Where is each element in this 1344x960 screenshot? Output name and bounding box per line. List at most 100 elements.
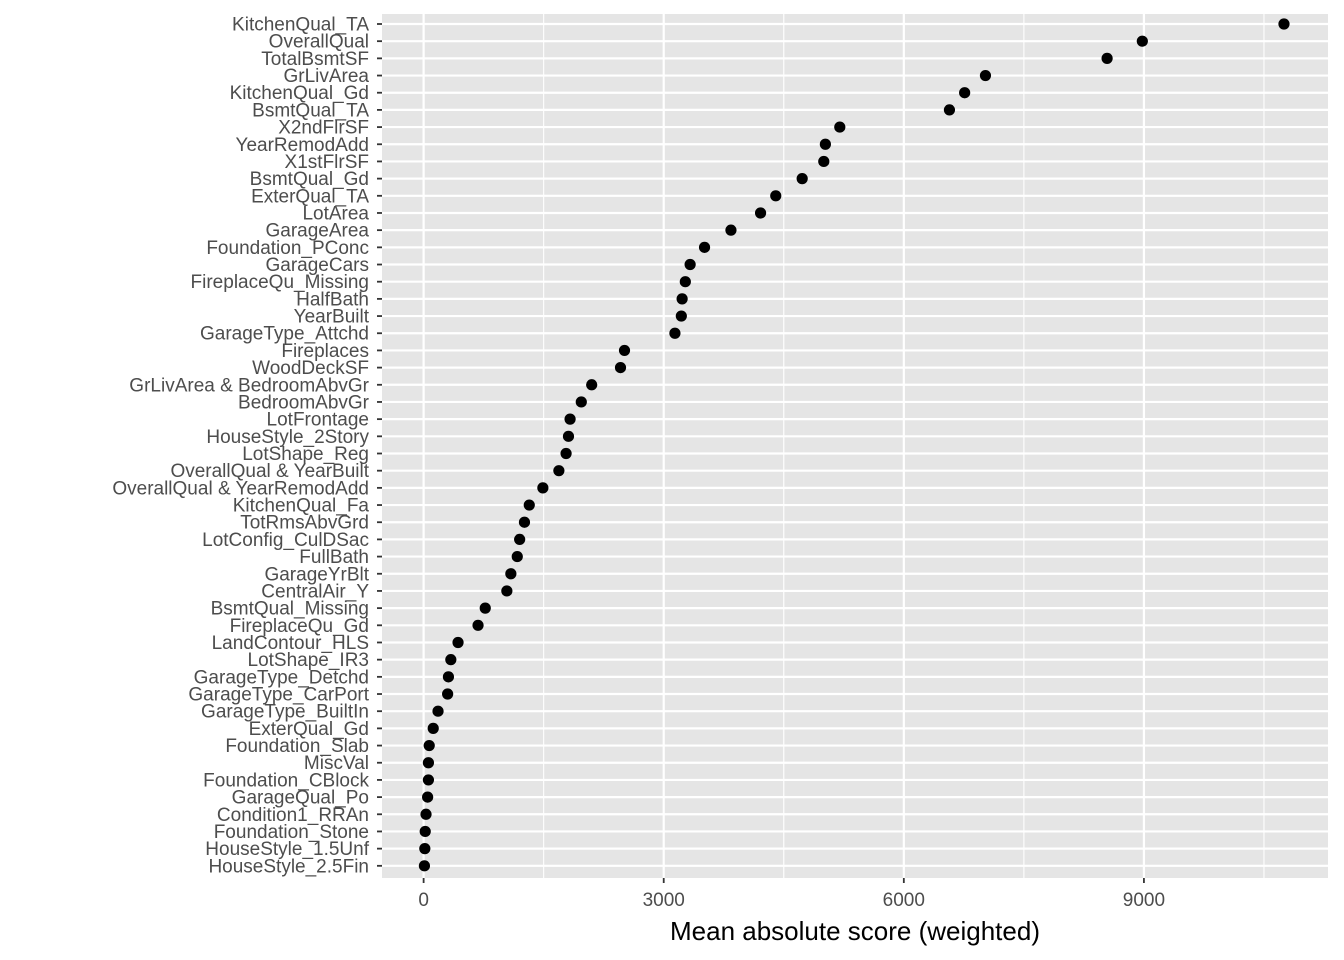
data-point bbox=[1101, 52, 1113, 64]
y-tick-label: KitchenQual_Gd bbox=[230, 83, 369, 104]
data-point bbox=[442, 671, 455, 683]
data-point bbox=[427, 722, 439, 734]
y-tick-label: X1stFlrSF bbox=[285, 152, 369, 173]
minor-gridlines bbox=[543, 14, 1265, 878]
data-point bbox=[698, 241, 711, 253]
data-points bbox=[418, 18, 1290, 872]
major-gridlines bbox=[382, 14, 1328, 878]
data-point bbox=[537, 482, 549, 494]
y-tick-label: BedroomAbvGr bbox=[238, 392, 370, 413]
data-point bbox=[618, 344, 631, 357]
x-tick-label: 0 bbox=[418, 890, 429, 911]
y-tick-label: KitchenQual_Fa bbox=[233, 496, 370, 517]
y-tick-label: GarageType_Detchd bbox=[194, 667, 369, 688]
x-tick-label: 9000 bbox=[1123, 890, 1165, 911]
data-point bbox=[511, 550, 523, 563]
data-point bbox=[675, 310, 687, 322]
data-point bbox=[442, 688, 454, 700]
data-point bbox=[770, 190, 782, 202]
data-point bbox=[669, 327, 681, 339]
y-tick-label: OverallQual & YearBuilt bbox=[170, 461, 369, 482]
data-point bbox=[418, 860, 431, 872]
y-tick-label: OverallQual bbox=[269, 32, 369, 53]
y-tick-label: GrLivArea bbox=[283, 66, 369, 87]
data-point bbox=[1136, 35, 1148, 47]
data-point bbox=[834, 121, 846, 133]
y-tick-label: LotArea bbox=[302, 203, 369, 224]
data-point bbox=[564, 413, 576, 425]
plot-panel bbox=[382, 14, 1328, 878]
data-point bbox=[523, 499, 535, 511]
data-point bbox=[796, 173, 808, 185]
data-point bbox=[684, 258, 696, 271]
y-tick-label: BsmtQual_Gd bbox=[250, 169, 369, 190]
data-point bbox=[472, 619, 484, 631]
y-tick-label: TotRmsAbvGrd bbox=[240, 513, 369, 534]
data-point bbox=[553, 465, 565, 477]
data-point bbox=[422, 757, 435, 769]
x-axis: 0 3000 6000 9000 bbox=[418, 878, 1165, 911]
y-tick-label: LotShape_IR3 bbox=[248, 650, 370, 671]
y-tick-label: X2ndFlrSF bbox=[278, 118, 369, 139]
data-point bbox=[575, 396, 587, 408]
y-tick-label: Foundation_PConc bbox=[206, 238, 369, 259]
y-tick-label: LandContour_HLS bbox=[212, 633, 369, 654]
y-tick-label: FireplaceQu_Missing bbox=[191, 272, 369, 293]
data-point bbox=[445, 654, 457, 666]
y-tick-label: GarageType_CarPort bbox=[188, 685, 369, 706]
data-point bbox=[505, 568, 517, 580]
data-point bbox=[614, 362, 627, 374]
y-tick-label: GarageYrBlt bbox=[264, 564, 369, 585]
y-tick-label: Foundation_Stone bbox=[214, 822, 369, 843]
y-tick-label: GarageType_Attchd bbox=[200, 324, 369, 345]
y-tick-label: YearRemodAdd bbox=[236, 135, 369, 156]
y-tick-label: CentralAir_Y bbox=[261, 581, 369, 602]
y-tick-label: Foundation_CBlock bbox=[203, 770, 369, 791]
data-point bbox=[432, 705, 444, 717]
data-point bbox=[943, 104, 956, 116]
data-point bbox=[819, 138, 831, 150]
data-point bbox=[725, 224, 737, 236]
y-tick-label: LotConfig_CulDSac bbox=[202, 530, 369, 551]
data-point bbox=[422, 791, 434, 803]
y-tick-label: GarageCars bbox=[266, 255, 370, 276]
y-tick-label: HouseStyle_2.5Fin bbox=[208, 856, 369, 877]
y-tick-label: ExterQual_Gd bbox=[249, 719, 369, 740]
data-point bbox=[586, 379, 598, 391]
y-tick-label: FireplaceQu_Gd bbox=[230, 616, 369, 637]
x-axis-title: Mean absolute score (weighted) bbox=[670, 916, 1040, 946]
data-point bbox=[419, 843, 431, 855]
y-tick-label: GarageQual_Po bbox=[232, 788, 369, 809]
data-point bbox=[420, 808, 432, 820]
data-point bbox=[818, 155, 830, 168]
data-point bbox=[423, 739, 435, 752]
y-tick-label: LotShape_Reg bbox=[242, 444, 369, 465]
y-tick-label: HouseStyle_1.5Unf bbox=[205, 839, 369, 860]
y-tick-label: GrLivArea & BedroomAbvGr bbox=[129, 375, 369, 396]
data-point bbox=[518, 516, 531, 528]
y-tick-label: Fireplaces bbox=[281, 341, 369, 362]
data-point bbox=[560, 447, 572, 460]
y-tick-label: Condition1_RRAn bbox=[217, 805, 369, 826]
data-point bbox=[979, 69, 992, 82]
data-point bbox=[562, 430, 575, 442]
y-tick-label: GarageArea bbox=[265, 221, 369, 242]
data-point bbox=[501, 585, 513, 597]
y-tick-label: BsmtQual_Missing bbox=[211, 599, 369, 620]
y-tick-label: FullBath bbox=[299, 547, 369, 568]
data-point bbox=[959, 87, 971, 99]
y-tick-label: HouseStyle_2Story bbox=[206, 427, 369, 448]
data-point bbox=[1278, 18, 1290, 30]
y-tick-label: HalfBath bbox=[296, 289, 369, 310]
data-point bbox=[514, 533, 526, 546]
y-tick-label: TotalBsmtSF bbox=[261, 49, 369, 70]
x-tick-label: 3000 bbox=[643, 890, 685, 911]
y-tick-label: KitchenQual_TA bbox=[232, 15, 369, 36]
y-tick-label: MiscVal bbox=[304, 753, 369, 774]
data-point bbox=[452, 636, 464, 649]
y-axis: KitchenQual_TAOverallQualTotalBsmtSFGrLi… bbox=[112, 15, 382, 877]
y-tick-label: YearBuilt bbox=[294, 307, 370, 328]
y-tick-label: Foundation_Slab bbox=[225, 736, 369, 757]
data-point bbox=[679, 276, 691, 288]
